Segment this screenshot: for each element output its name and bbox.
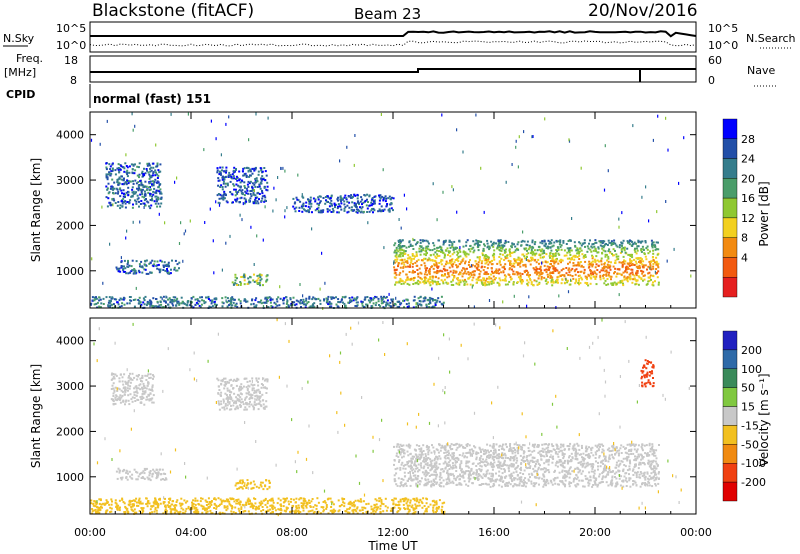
echo-region — [393, 239, 660, 287]
velocity-colorbar-label: Velocity [m s⁻¹] — [757, 373, 771, 466]
colorbar-swatch — [722, 330, 738, 351]
freq-label: Freq. — [16, 52, 43, 65]
nsky-tick-low: 10^0 — [56, 39, 86, 52]
x-tick-label: 00:00 — [74, 526, 106, 539]
colorbar-tick-label: -15 — [741, 419, 759, 432]
y-tick-label: 1000 — [56, 265, 84, 278]
colorbar-swatch — [722, 387, 738, 407]
colorbar-swatch — [722, 406, 738, 426]
cpid-value: normal (fast) 151 — [93, 92, 211, 106]
noise-scatter — [93, 318, 690, 517]
colorbar-swatch — [722, 178, 738, 199]
power-panel: 4000 3000 2000 1000 Slant Range [km] 28 24 20… — [29, 111, 771, 310]
nsky-series — [90, 30, 697, 38]
y-tick-label: 4000 — [56, 335, 84, 348]
freq-tick-low: 8 — [70, 74, 77, 87]
y-tick-label: 1000 — [56, 471, 84, 484]
power-colorbar-label: Power [dB] — [757, 181, 771, 246]
nsearch-label: N.Search — [746, 32, 796, 45]
nsky-panel: N.Sky 10^5 10^0 10^5 10^0 N.Search — [3, 21, 796, 53]
echo-region — [90, 497, 446, 515]
freq-unit: [MHz] — [4, 66, 36, 79]
colorbar-swatch — [722, 158, 738, 179]
colorbar-tick-label: -100 — [741, 457, 766, 470]
colorbar-tick-label: -50 — [741, 438, 759, 451]
echo-region — [115, 259, 181, 275]
x-tick-label: 16:00 — [478, 526, 510, 539]
noise-scatter — [90, 112, 692, 310]
colorbar-swatch — [722, 349, 738, 369]
colorbar-tick-label: 28 — [741, 133, 755, 146]
power-colorbar: 28 24 20 16 12 8 4 — [722, 118, 755, 298]
velocity-colorbar: 200 100 50 15 -15 -50 -100 -200 — [722, 330, 766, 502]
nave-tick-low: 0 — [708, 74, 715, 87]
colorbar-swatch — [722, 118, 738, 139]
cpid-panel: CPID normal (fast) 151 — [6, 84, 211, 108]
echo-region — [105, 162, 163, 210]
x-tick-label: 20:00 — [579, 526, 611, 539]
nsearch-tick-low: 10^0 — [708, 39, 738, 52]
colorbar-tick-label: 50 — [741, 382, 755, 395]
echo-region — [234, 479, 271, 491]
station-title: Blackstone (fitACF) — [92, 1, 254, 21]
echo-region — [90, 295, 445, 310]
colorbar-swatch — [722, 463, 738, 483]
nave-tick-high: 60 — [708, 54, 722, 67]
x-tick-label: 00:00 — [680, 526, 712, 539]
colorbar-tick-label: 100 — [741, 363, 762, 376]
colorbar-tick-label: 200 — [741, 344, 762, 357]
date-title: 20/Nov/2016 — [588, 1, 698, 21]
y-tick-label: 2000 — [56, 219, 84, 232]
y-tick-label: 2000 — [56, 425, 84, 438]
nave-label: Nave — [747, 64, 775, 77]
y-tick-label: 4000 — [56, 129, 84, 142]
colorbar-swatch — [722, 237, 738, 258]
colorbar-swatch — [722, 277, 738, 298]
nsky-tick-high: 10^5 — [56, 22, 86, 35]
nsky-label: N.Sky — [3, 32, 35, 45]
colorbar-swatch — [722, 425, 738, 445]
velocity-ylabel: Slant Range [km] — [29, 364, 43, 468]
freq-tick-high: 18 — [64, 54, 78, 67]
colorbar-tick-label: 12 — [741, 212, 755, 225]
y-tick-label: 3000 — [56, 174, 84, 187]
nsearch-tick-high: 10^5 — [708, 22, 738, 35]
freq-series — [90, 68, 696, 73]
x-axis-label: Time UT — [367, 539, 418, 553]
power-ylabel: Slant Range [km] — [29, 158, 43, 262]
x-tick-label: 08:00 — [276, 526, 308, 539]
x-tick-label: 12:00 — [377, 526, 409, 539]
colorbar-tick-label: 4 — [741, 251, 748, 264]
colorbar-swatch — [722, 217, 738, 238]
echo-region — [231, 273, 269, 287]
x-tick-label: 04:00 — [175, 526, 207, 539]
echo-region — [115, 467, 168, 482]
echo-region — [640, 359, 655, 388]
echo-region — [216, 166, 269, 205]
freq-panel: Freq. [MHz] 18 8 60 0 Nave — [4, 52, 776, 87]
echo-region — [216, 377, 269, 411]
echo-region — [110, 372, 155, 406]
colorbar-tick-label: 20 — [741, 172, 755, 185]
beam-title: Beam 23 — [354, 5, 421, 23]
echo-region — [393, 442, 660, 488]
colorbar-swatch — [722, 444, 738, 464]
colorbar-swatch — [722, 368, 738, 388]
colorbar-swatch — [722, 257, 738, 278]
colorbar-tick-label: 15 — [741, 401, 755, 414]
colorbar-swatch — [722, 197, 738, 219]
velocity-panel: 4000 3000 2000 1000 Slant Range [km] 200 100… — [29, 112, 771, 553]
y-tick-label: 3000 — [56, 380, 84, 393]
colorbar-tick-label: 24 — [741, 153, 755, 166]
colorbar-swatch — [722, 138, 738, 159]
nsearch-series — [89, 40, 697, 47]
colorbar-tick-label: 16 — [741, 192, 755, 205]
echo-region — [292, 193, 395, 214]
colorbar-tick-label: 8 — [741, 232, 748, 245]
colorbar-tick-label: -200 — [741, 476, 766, 489]
colorbar-swatch — [722, 481, 738, 502]
cpid-label: CPID — [6, 88, 35, 101]
